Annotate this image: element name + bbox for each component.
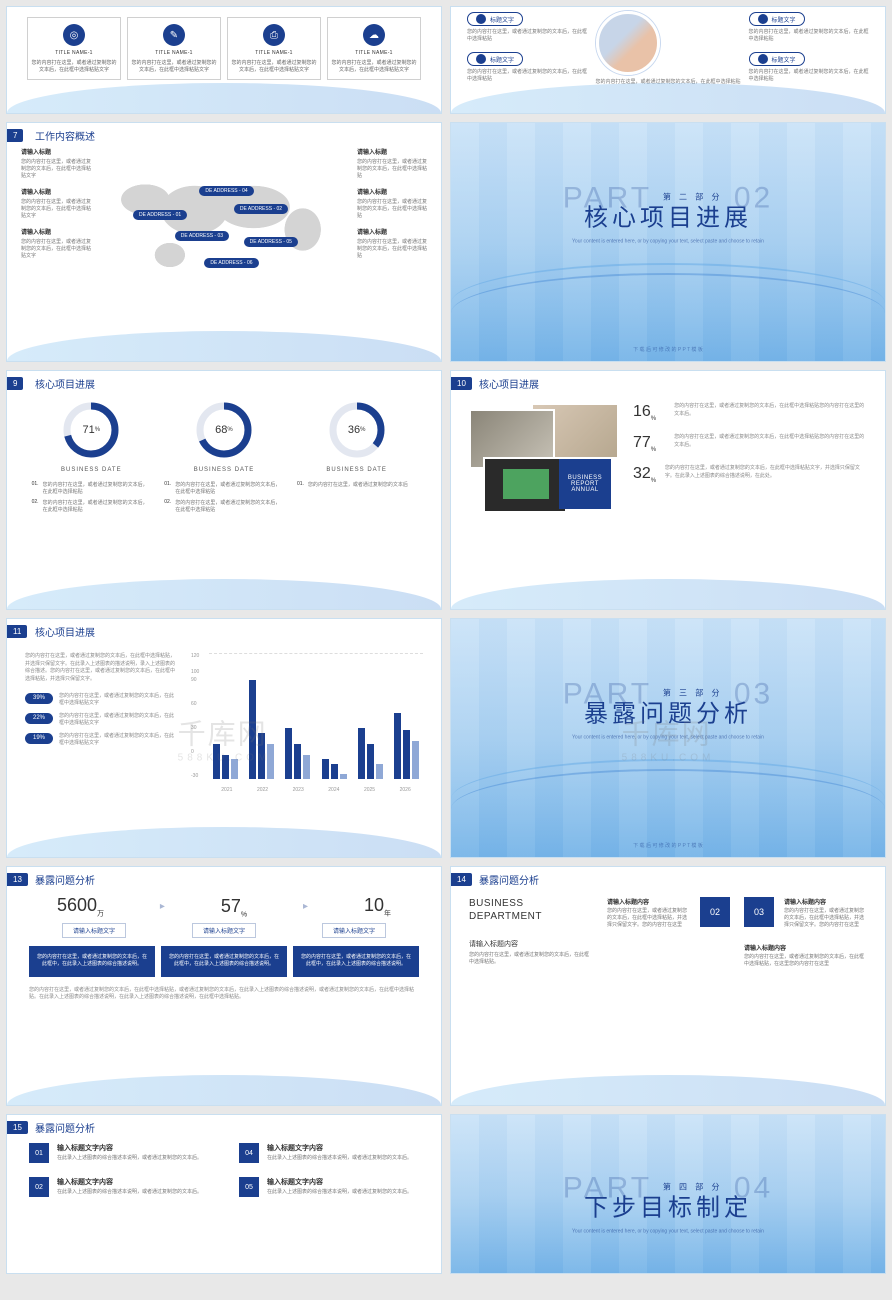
section-divider-2: PART 第 二 部 分 02 核心项目进展 Your content is e… <box>450 122 886 362</box>
slide-number: 15 <box>6 1121 28 1134</box>
donut-stat: 68% BUSINESS DATE 01.您的内容打在这里，或者通过复制您的文本… <box>164 401 283 517</box>
list-item: 05输入标题文字内容在此录入上述图表的综合描述本说明，或者通过复制您的文本后。 <box>239 1177 419 1197</box>
stat-row: 16%您的内容打在这里，或者通过复制您的文本后，在此框中选择粘贴您的内容打在这里… <box>633 403 867 422</box>
map-pin: DE ADDRESS - 01 <box>133 210 187 220</box>
circle-image <box>596 11 660 75</box>
map-pin: DE ADDRESS - 06 <box>204 258 258 268</box>
slide-number: 14 <box>450 873 472 886</box>
desc-box: 您的内容打在这里，或者通过复制您的文本后，在此框中，在此录入上述图表的综合描述说… <box>29 946 155 977</box>
card-icon: ◎ <box>63 24 85 46</box>
stat-row: 32%您的内容打在这里，或者通过复制您的文本后，在此框中选择粘贴文字，并选择只保… <box>633 465 867 484</box>
input-label: 请输入标题文字 <box>322 923 386 938</box>
map-pin: DE ADDRESS - 04 <box>199 186 253 196</box>
metric-value: 10年 <box>364 895 391 919</box>
topic-pill: 标题文字 <box>467 52 523 66</box>
topic-pill: 标题文字 <box>467 12 523 26</box>
slide-title: 工作内容概述 <box>35 128 95 143</box>
image-collage: BUSINESS REPORT ANNUAL <box>469 403 619 513</box>
stat-row: 77%您的内容打在这里，或者通过复制您的文本后，在此框中选择粘贴您的内容打在这里… <box>633 434 867 453</box>
feature-card: ✎TITLE NAME-1您的内容打在这里，或者通过复制您的文本后，在此框中选择… <box>127 17 221 80</box>
slide-5-partial: ◎TITLE NAME-1您的内容打在这里，或者通过复制您的文本后，在此框中选择… <box>6 6 442 114</box>
slide-14: 14 暴露问题分析 BUSINESS DEPARTMENT 请输入标题内容 您的… <box>450 866 886 1106</box>
section-title: 核心项目进展 <box>473 198 864 233</box>
feature-card: ⎙TITLE NAME-1您的内容打在这里，或者通过复制您的文本后，在此框中选择… <box>227 17 321 80</box>
topic-pill: 标题文字 <box>749 12 805 26</box>
world-map: DE ADDRESS - 01 DE ADDRESS - 02 DE ADDRESS… <box>101 147 347 297</box>
slide-9: 9 核心项目进展 71% BUSINESS DATE 01.您的内容打在这里，或… <box>6 370 442 610</box>
map-pin: DE ADDRESS - 02 <box>234 204 288 214</box>
slide-6-partial: 标题文字您的内容打在这里，或者通过复制您的文本后，在此框中选择粘贴标题文字您的内… <box>450 6 886 114</box>
slide-11: 11 核心项目进展 您的内容打在这里，或者通过复制您的文本后，在此框中选择粘贴，… <box>6 618 442 858</box>
dept-heading: BUSINESS DEPARTMENT <box>469 897 589 923</box>
slide-number: 11 <box>6 625 27 638</box>
list-item: 01输入标题文字内容在此录入上述图表的综合描述本说明，或者通过复制您的文本后。 <box>29 1143 209 1163</box>
slide-title: 核心项目进展 <box>479 376 539 391</box>
desc-box: 您的内容打在这里，或者通过复制您的文本后，在此框中，在此录入上述图表的综合描述说… <box>161 946 287 977</box>
slide-grid: ◎TITLE NAME-1您的内容打在这里，或者通过复制您的文本后，在此框中选择… <box>0 0 892 1280</box>
metric-value: 5600万 <box>57 895 104 919</box>
slide-15: 15 暴露问题分析 01输入标题文字内容在此录入上述图表的综合描述本说明，或者通… <box>6 1114 442 1274</box>
list-item: 04输入标题文字内容在此录入上述图表的综合描述本说明，或者通过复制您的文本后。 <box>239 1143 419 1163</box>
card-icon: ✎ <box>163 24 185 46</box>
feature-card: ◎TITLE NAME-1您的内容打在这里，或者通过复制您的文本后，在此框中选择… <box>27 17 121 80</box>
slide-7: 7 工作内容概述 请输入标题您的内容打在这里，或者通过复制您的文本后，在此框中选… <box>6 122 442 362</box>
slide-number: 9 <box>6 377 23 390</box>
donut-stat: 71% BUSINESS DATE 01.您的内容打在这里，或者通过复制您的文本… <box>32 401 151 517</box>
desc-box: 您的内容打在这里，或者通过复制您的文本后，在此框中，在此录入上述图表的综合描述说… <box>293 946 419 977</box>
slide-title: 核心项目进展 <box>35 376 95 391</box>
input-label: 请输入标题文字 <box>192 923 256 938</box>
slide-title: 核心项目进展 <box>35 624 95 639</box>
slide-10: 10 核心项目进展 BUSINESS REPORT ANNUAL 16%您的内容… <box>450 370 886 610</box>
num-box: 03 <box>744 897 774 927</box>
topic-pill: 标题文字 <box>749 52 805 66</box>
section-title: 暴露问题分析 <box>473 694 864 729</box>
card-icon: ⎙ <box>263 24 285 46</box>
metric-value: 57% <box>221 896 247 919</box>
donut-stat: 36% BUSINESS DATE 01.您的内容打在这里，或者通过复制您的文本… <box>297 401 416 517</box>
section-title: 下步目标制定 <box>473 1188 864 1223</box>
annual-badge: BUSINESS REPORT ANNUAL <box>559 459 611 509</box>
map-pin: DE ADDRESS - 05 <box>244 237 298 247</box>
input-label: 请输入标题文字 <box>62 923 126 938</box>
num-box: 02 <box>700 897 730 927</box>
slide-title: 暴露问题分析 <box>35 1120 95 1135</box>
slide-number: 13 <box>6 873 28 886</box>
pct-pill: 39% <box>25 693 53 704</box>
pct-pill: 22% <box>25 713 53 724</box>
map-pin: DE ADDRESS - 03 <box>175 231 229 241</box>
bar-chart: 1201009060300-30202120222023202420252026 <box>191 653 423 793</box>
section-divider-4: PART 第 四 部 分 04 下步目标制定 Your content is e… <box>450 1114 886 1274</box>
slide-number: 7 <box>6 129 23 142</box>
slide-title: 暴露问题分析 <box>35 872 95 887</box>
pct-pill: 19% <box>25 733 53 744</box>
slide-13: 13 暴露问题分析 5600万▸57%▸10年 请输入标题文字请输入标题文字请输… <box>6 866 442 1106</box>
card-icon: ☁ <box>363 24 385 46</box>
list-item: 02输入标题文字内容在此录入上述图表的综合描述本说明，或者通过复制您的文本后。 <box>29 1177 209 1197</box>
feature-card: ☁TITLE NAME-1您的内容打在这里，或者通过复制您的文本后，在此框中选择… <box>327 17 421 80</box>
slide-title: 暴露问题分析 <box>479 872 539 887</box>
slide-number: 10 <box>450 377 472 390</box>
section-divider-3: PART 第 三 部 分 03 暴露问题分析 Your content is e… <box>450 618 886 858</box>
